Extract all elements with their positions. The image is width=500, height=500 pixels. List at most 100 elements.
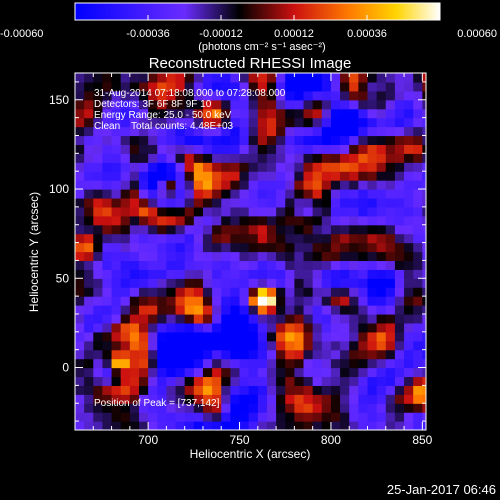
heatmap-cell [230,81,241,92]
heatmap-cell [84,358,94,369]
heatmap-cell [138,180,149,190]
heatmap-cell [266,260,277,270]
heatmap-cell [312,215,323,226]
heatmap-cell [157,117,168,128]
heatmap-cell [404,108,414,119]
heatmap-cell [84,349,94,360]
heatmap-cell [330,108,341,119]
heatmap-cell [221,367,231,378]
heatmap-cell [120,278,131,288]
heatmap-cell [276,358,286,369]
heatmap-cell [303,313,314,324]
heatmap-cell [239,99,250,110]
heatmap-cell [367,90,378,101]
heatmap-cell [266,242,277,253]
heatmap-cell [367,269,378,279]
heatmap-cell [230,394,241,404]
heatmap-cell [239,322,250,333]
heatmap-cell [166,73,177,83]
heatmap-cell [230,412,241,422]
heatmap-cell [294,189,305,199]
heatmap-cell [422,126,426,137]
heatmap-cell [230,162,241,172]
heatmap-cell [84,197,94,208]
heatmap-cell [239,367,250,378]
heatmap-cell [184,376,195,386]
heatmap-cell [276,340,286,351]
heatmap-cell [394,108,405,119]
heatmap-cell [120,403,131,413]
heatmap-cell [266,278,277,288]
heatmap-cell [266,340,277,351]
heatmap-cell [102,180,113,190]
heatmap-cell [202,340,213,351]
heatmap-cell [285,305,295,315]
heatmap-cell [276,242,286,253]
heatmap-cell [376,224,387,235]
heatmap-cell [193,153,204,163]
heatmap-cell [312,81,323,92]
heatmap-cell [385,171,396,181]
heatmap-cell [376,162,387,172]
heatmap-cell [175,367,186,378]
heatmap-cell [385,296,396,306]
heatmap-cell [404,269,414,279]
heatmap-cell [248,206,259,217]
heatmap-cell [303,99,314,110]
heatmap-cell [102,313,113,324]
heatmap-cell [404,206,414,217]
heatmap-cell [294,322,305,333]
heatmap-cell [257,269,268,279]
heatmap-cell [184,171,195,181]
heatmap-cell [422,331,426,342]
heatmap-cell [358,278,369,288]
heatmap-cell [321,162,332,172]
y-tick-label: 100 [49,182,69,196]
heatmap-cell [422,385,426,395]
heatmap-cell [184,367,195,378]
heatmap-cell [276,171,286,181]
heatmap-cell [330,358,341,369]
heatmap-cell [312,251,323,262]
heatmap-cell [394,269,405,279]
heatmap-cell [294,287,305,297]
heatmap-cell [138,206,149,217]
heatmap-cell [193,126,204,137]
heatmap-cell [413,162,423,172]
heatmap-cell [385,126,396,137]
heatmap-cell [248,412,259,422]
heatmap-cell [312,224,323,235]
heatmap-cell [202,305,213,315]
heatmap-cell [340,331,350,342]
heatmap-cell [102,233,113,244]
heatmap-cell [303,81,314,92]
heatmap-cell [202,260,213,270]
heatmap-cell [184,153,195,163]
heatmap-cell [376,90,387,101]
heatmap-cell [285,269,295,279]
heatmap-cell [385,278,396,288]
heatmap-cell [422,90,426,101]
heatmap-cell [239,278,250,288]
heatmap-cell [349,278,359,288]
heatmap-cell [367,340,378,351]
heatmap-cell [111,322,122,333]
heatmap-cell [75,260,85,270]
heatmap-cell [111,296,122,306]
heatmap-cell [285,322,295,333]
heatmap-cell [75,180,85,190]
heatmap-cell [330,117,341,128]
heatmap-cell [129,313,140,324]
heatmap-cell [184,90,195,101]
heatmap-cell [266,117,277,128]
heatmap-cell [303,224,314,235]
heatmap-cell [193,403,204,413]
heatmap-cell [111,99,122,110]
heatmap-cell [157,90,168,101]
heatmap-cell [102,260,113,270]
heatmap-cell [111,135,122,145]
heatmap-cell [394,197,405,208]
heatmap-cell [376,394,387,404]
heatmap-cell [239,73,250,83]
heatmap-cell [212,287,222,297]
